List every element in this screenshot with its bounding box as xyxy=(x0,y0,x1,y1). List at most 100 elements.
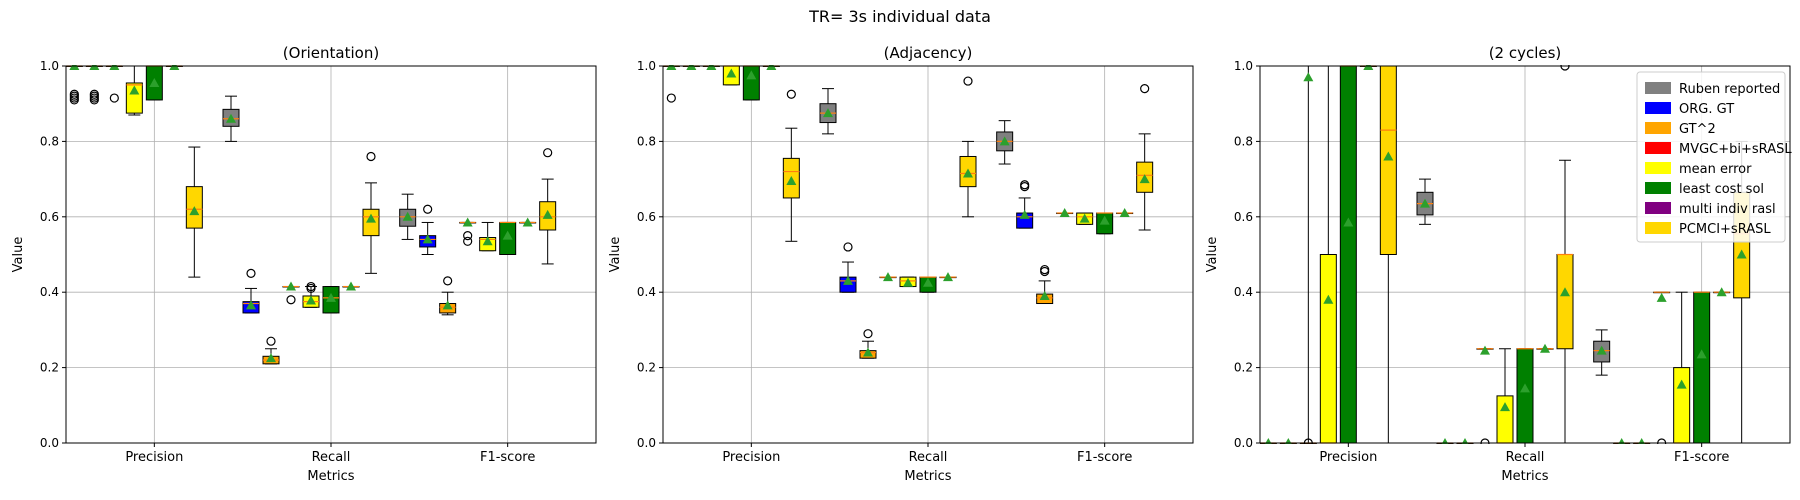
mean-marker-recall-pcmci-srasl xyxy=(366,213,376,223)
mean-marker-recall-least-cost-sol xyxy=(1520,383,1530,393)
y-tick-label: 0.6 xyxy=(637,210,656,224)
legend-label-gt-2: GT^2 xyxy=(1679,122,1716,137)
mean-marker-f1-score-least-cost-sol xyxy=(502,230,513,240)
x-axis-label: Metrics xyxy=(307,469,354,484)
flier-f1-score-pcmci-srasl xyxy=(1140,84,1150,94)
mean-marker-precision-mean-error xyxy=(726,68,737,78)
mean-marker-f1-score-pcmci-srasl xyxy=(1736,249,1747,259)
legend-frame xyxy=(1636,71,1786,243)
y-axis-label: Value xyxy=(1205,237,1220,273)
mean-marker-f1-score-multi-indiv-rasl xyxy=(522,217,533,227)
box-precision-ruben-reported xyxy=(1240,379,1256,402)
flier-recall-org-gt xyxy=(843,242,853,252)
mean-marker-precision-mvgc-bi-srasl xyxy=(1303,72,1314,82)
box-f1-score-least-cost-sol xyxy=(1693,291,1711,444)
mean-marker-f1-score-least-cost-sol xyxy=(1099,215,1110,225)
y-tick-label: 0.4 xyxy=(40,285,59,299)
flier-f1-score-gt-2 xyxy=(443,276,453,286)
mean-marker-recall-multi-indiv-rasl xyxy=(1540,343,1550,353)
mean-marker-recall-pcmci-srasl xyxy=(1560,287,1570,297)
flier-recall-gt-2 xyxy=(863,329,873,339)
y-tick-label: 0.8 xyxy=(40,134,59,148)
box-f1-score-mean-error xyxy=(1673,367,1691,444)
y-tick-label: 0.4 xyxy=(1234,285,1253,299)
mean-marker-recall-mvgc-bi-srasl xyxy=(286,281,296,291)
mean-marker-precision-least-cost-sol xyxy=(1343,217,1354,227)
x-tick-label: F1-score xyxy=(1674,450,1729,465)
flier-recall-gt-2 xyxy=(266,336,276,346)
y-tick-label: 0.0 xyxy=(1234,436,1253,450)
y-tick-label: 0.6 xyxy=(40,210,59,224)
y-tick-label: 0.2 xyxy=(637,361,656,375)
x-axis-label: Metrics xyxy=(904,469,951,484)
mean-marker-recall-least-cost-sol xyxy=(326,292,336,302)
legend-label-least-cost-sol: least cost sol xyxy=(1679,182,1764,197)
mean-marker-f1-score-least-cost-sol xyxy=(1696,349,1707,359)
y-tick-label: 0.8 xyxy=(1234,134,1253,148)
mean-marker-f1-score-gt-2 xyxy=(1039,290,1050,300)
mean-marker-recall-ruben-reported xyxy=(226,113,236,123)
flier-recall-pcmci-srasl xyxy=(963,76,973,86)
y-tick-label: 1.0 xyxy=(40,59,59,73)
box-recall-least-cost-sol xyxy=(1516,348,1534,444)
flier-f1-score-org-gt xyxy=(423,204,433,214)
flier-f1-score-org-gt xyxy=(1020,180,1030,190)
flier-f1-score-org-gt xyxy=(1020,182,1030,192)
mean-marker-f1-score-org-gt xyxy=(1019,209,1030,219)
flier-f1-score-gt-2 xyxy=(1040,264,1050,275)
legend-swatch-gt-2 xyxy=(1645,122,1671,134)
y-tick-label: 0.0 xyxy=(40,436,59,450)
box-precision-ruben-reported xyxy=(643,155,659,174)
mean-marker-recall-mvgc-bi-srasl xyxy=(1480,345,1490,355)
x-tick-label: F1-score xyxy=(480,450,535,465)
flier-precision-org-gt xyxy=(69,89,79,99)
flier-precision-gt-2 xyxy=(89,89,99,99)
legend-swatch-org-gt xyxy=(1645,102,1671,114)
mean-marker-precision-least-cost-sol xyxy=(746,70,757,80)
box-group xyxy=(643,65,1154,359)
box-precision-ruben-reported xyxy=(46,262,62,283)
legend-swatch-least-cost-sol xyxy=(1645,182,1671,194)
y-axis-label: Value xyxy=(11,237,26,273)
y-tick-label: 0.0 xyxy=(637,436,656,450)
axes-title: (2 cycles) xyxy=(1489,44,1562,62)
mean-marker-recall-org-gt xyxy=(843,275,853,285)
legend-label-multi-indiv-rasl: multi indiv rasl xyxy=(1679,202,1776,217)
mean-marker-precision-ruben-reported xyxy=(49,266,59,275)
axes-title: (Orientation) xyxy=(283,44,379,62)
mean-marker-recall-mean-error xyxy=(306,295,316,305)
mean-marker-f1-score-ruben-reported xyxy=(999,136,1010,146)
legend-label-org-gt: ORG. GT xyxy=(1679,102,1734,117)
chart-panel-orientation: (Orientation) 0.0 0.2 0.4 0.6 0.8 1.0 Precision… xyxy=(11,44,597,484)
mean-marker-recall-mean-error xyxy=(1500,402,1510,412)
flier-f1-score-mvgc-bi-srasl xyxy=(463,231,473,241)
mean-marker-precision-pcmci-srasl xyxy=(1383,151,1394,161)
flier-precision-org-gt xyxy=(666,93,676,103)
legend-label-ruben-reported: Ruben reported xyxy=(1679,82,1780,97)
x-tick-label: Recall xyxy=(312,450,351,465)
y-tick-label: 0.8 xyxy=(637,134,656,148)
x-tick-label: Recall xyxy=(909,450,948,465)
mean-marker-precision-pcmci-srasl xyxy=(786,175,797,185)
mean-marker-f1-score-mvgc-bi-srasl xyxy=(1059,208,1070,218)
mean-marker-f1-score-gt-2 xyxy=(442,300,453,310)
mean-marker-f1-score-ruben-reported xyxy=(402,211,413,221)
y-tick-label: 0.2 xyxy=(1234,361,1253,375)
mean-marker-recall-mean-error xyxy=(903,277,913,287)
x-tick-label: Recall xyxy=(1506,450,1545,465)
legend-label-mvgc-bi-srasl: MVGC+bi+sRASL xyxy=(1679,142,1792,157)
mean-marker-f1-score-mean-error xyxy=(1676,379,1687,389)
legend-swatch-multi-indiv-rasl xyxy=(1645,202,1671,214)
flier-recall-mvgc-bi-srasl xyxy=(286,295,296,305)
box-precision-mean-error xyxy=(1319,254,1337,444)
mean-marker-f1-score-pcmci-srasl xyxy=(1139,174,1150,184)
flier-f1-score-gt-2 xyxy=(1040,266,1050,277)
x-tick-label: F1-score xyxy=(1077,450,1132,465)
mean-marker-recall-gt-2 xyxy=(863,347,873,357)
mean-marker-f1-score-multi-indiv-rasl xyxy=(1716,287,1727,297)
panels: (Orientation) 0.0 0.2 0.4 0.6 0.8 1.0 Precision… xyxy=(11,44,1792,484)
mean-marker-precision-mean-error xyxy=(129,85,140,95)
legend-swatch-pcmci-srasl xyxy=(1645,222,1671,234)
mean-marker-recall-pcmci-srasl xyxy=(963,168,973,178)
y-tick-label: 0.6 xyxy=(1234,210,1253,224)
